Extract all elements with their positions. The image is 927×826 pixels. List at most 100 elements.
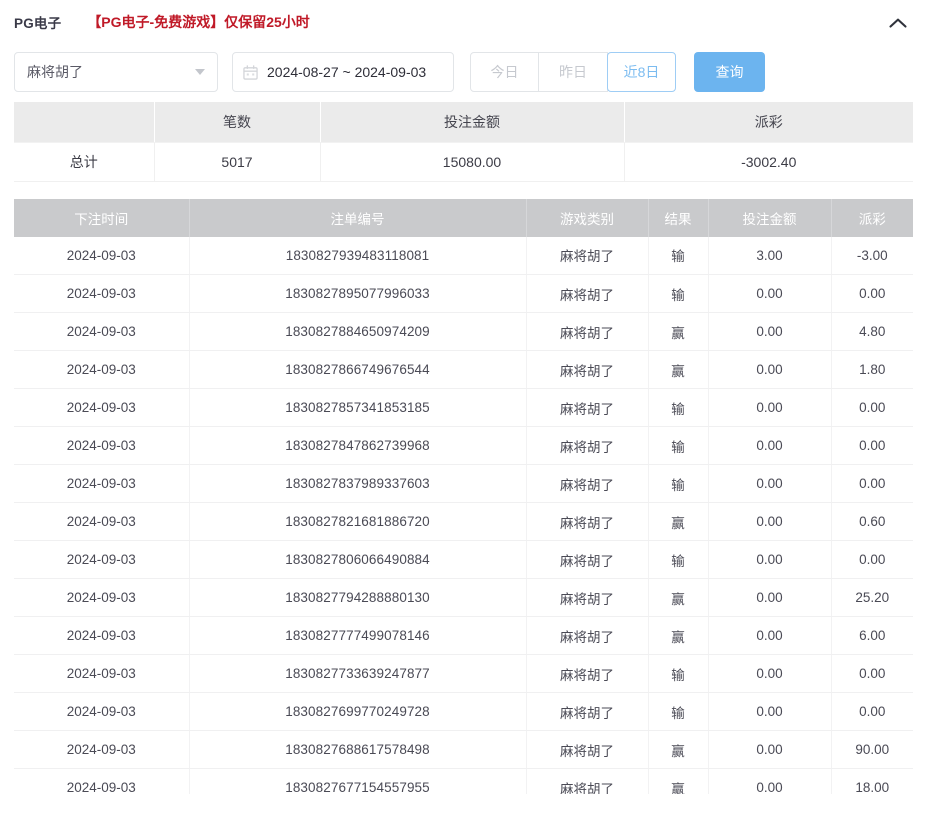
calendar-icon <box>243 64 258 80</box>
cell-order-no: 1830827866749676544 <box>189 350 527 389</box>
cell-result: 输 <box>648 540 709 579</box>
table-row[interactable]: 2024-09-03 1830827847862739968 麻将胡了输 0.00 0.… <box>14 426 913 465</box>
cell-order-no: 1830827794288880130 <box>189 578 527 617</box>
cell-time: 2024-09-03 <box>14 654 190 693</box>
table-row[interactable]: 2024-09-03 1830827688617578498 麻将胡了赢 0.00 90… <box>14 730 913 769</box>
cell-time: 2024-09-03 <box>14 730 190 769</box>
cell-time: 2024-09-03 <box>14 274 190 313</box>
cell-order-no: 1830827837989337603 <box>189 464 527 503</box>
column-header-result[interactable]: 结果 <box>648 198 709 237</box>
game-select[interactable]: 麻将胡了 <box>14 52 218 92</box>
table-row[interactable]: 2024-09-03 1830827821681886720 麻将胡了赢 0.00 0.… <box>14 502 913 541</box>
cell-payout: -3.00 <box>831 236 913 275</box>
table-row[interactable]: 2024-09-03 1830827777499078146 麻将胡了赢 0.00 6.… <box>14 616 913 655</box>
range-button-today[interactable]: 今日 <box>470 52 539 92</box>
chevron-up-icon[interactable] <box>885 10 911 36</box>
cell-bet: 0.00 <box>708 274 832 313</box>
table-row[interactable]: 2024-09-03 1830827884650974209 麻将胡了赢 0.00 4.… <box>14 312 913 351</box>
table-row[interactable]: 2024-09-03 1830827699770249728 麻将胡了输 0.00 0.… <box>14 692 913 731</box>
cell-bet: 0.00 <box>708 502 832 541</box>
cell-order-no: 1830827688617578498 <box>189 730 527 769</box>
cell-payout: 0.00 <box>831 654 913 693</box>
cell-result: 赢 <box>648 616 709 655</box>
cell-game: 麻将胡了 <box>526 426 649 465</box>
range-button-last8days[interactable]: 近8日 <box>607 52 676 92</box>
cell-game: 麻将胡了 <box>526 768 649 794</box>
cell-time: 2024-09-03 <box>14 578 190 617</box>
summary-header-payout: 派彩 <box>624 102 913 143</box>
query-button[interactable]: 查询 <box>694 52 765 92</box>
cell-game: 麻将胡了 <box>526 236 649 275</box>
brand-title: PG电子 <box>14 16 62 31</box>
records-header-row: 下注时间 注单编号 游戏类别 结果 投注金额 派彩 <box>14 198 913 237</box>
cell-payout: 0.00 <box>831 274 913 313</box>
table-row[interactable]: 2024-09-03 1830827895077996033 麻将胡了输 0.00 0.… <box>14 274 913 313</box>
records-body: 2024-09-03 1830827939483118081 麻将胡了输 3.00 -3… <box>14 236 913 794</box>
column-header-bet[interactable]: 投注金额 <box>708 198 832 237</box>
summary-section: 笔数 投注金额 派彩 总计 5017 15080.00 -3002.40 <box>0 100 927 182</box>
table-row[interactable]: 2024-09-03 1830827939483118081 麻将胡了输 3.00 -3… <box>14 236 913 275</box>
records-table: 下注时间 注单编号 游戏类别 结果 投注金额 派彩 2024-09-03 1830… <box>14 198 913 794</box>
cell-game: 麻将胡了 <box>526 464 649 503</box>
cell-payout: 0.00 <box>831 692 913 731</box>
cell-result: 赢 <box>648 578 709 617</box>
column-header-time[interactable]: 下注时间 <box>14 198 190 237</box>
cell-result: 输 <box>648 426 709 465</box>
column-header-game[interactable]: 游戏类别 <box>526 198 649 237</box>
cell-time: 2024-09-03 <box>14 312 190 351</box>
date-range-input[interactable]: 2024-08-27 ~ 2024-09-03 <box>232 52 454 92</box>
cell-result: 输 <box>648 274 709 313</box>
cell-time: 2024-09-03 <box>14 236 190 275</box>
cell-payout: 4.80 <box>831 312 913 351</box>
cell-order-no: 1830827806066490884 <box>189 540 527 579</box>
table-row[interactable]: 2024-09-03 1830827857341853185 麻将胡了输 0.00 0.… <box>14 388 913 427</box>
cell-result: 赢 <box>648 312 709 351</box>
cell-payout: 0.60 <box>831 502 913 541</box>
cell-order-no: 1830827939483118081 <box>189 236 527 275</box>
cell-time: 2024-09-03 <box>14 768 190 794</box>
cell-time: 2024-09-03 <box>14 426 190 465</box>
table-row[interactable]: 2024-09-03 1830827733639247877 麻将胡了输 0.00 0.… <box>14 654 913 693</box>
table-row[interactable]: 2024-09-03 1830827806066490884 麻将胡了输 0.00 0.… <box>14 540 913 579</box>
table-row[interactable]: 2024-09-03 1830827677154557955 麻将胡了赢 0.00 18… <box>14 768 913 794</box>
cell-payout: 18.00 <box>831 768 913 794</box>
column-header-order-no[interactable]: 注单编号 <box>189 198 527 237</box>
cell-bet: 0.00 <box>708 350 832 389</box>
cell-result: 输 <box>648 464 709 503</box>
summary-header-blank <box>14 102 155 143</box>
cell-bet: 0.00 <box>708 730 832 769</box>
table-row[interactable]: 2024-09-03 1830827866749676544 麻将胡了赢 0.00 1.… <box>14 350 913 389</box>
cell-result: 赢 <box>648 768 709 794</box>
cell-game: 麻将胡了 <box>526 616 649 655</box>
cell-order-no: 1830827733639247877 <box>189 654 527 693</box>
summary-header-bet: 投注金额 <box>320 102 625 143</box>
cell-time: 2024-09-03 <box>14 540 190 579</box>
cell-bet: 0.00 <box>708 692 832 731</box>
cell-order-no: 1830827857341853185 <box>189 388 527 427</box>
summary-total-payout: -3002.40 <box>624 142 913 182</box>
cell-time: 2024-09-03 <box>14 350 190 389</box>
summary-total-row: 总计 5017 15080.00 -3002.40 <box>14 142 913 182</box>
cell-time: 2024-09-03 <box>14 502 190 541</box>
cell-game: 麻将胡了 <box>526 692 649 731</box>
cell-bet: 0.00 <box>708 616 832 655</box>
records-section: 下注时间 注单编号 游戏类别 结果 投注金额 派彩 2024-09-03 1830… <box>0 182 927 794</box>
cell-payout: 25.20 <box>831 578 913 617</box>
cell-game: 麻将胡了 <box>526 312 649 351</box>
cell-time: 2024-09-03 <box>14 616 190 655</box>
range-button-yesterday[interactable]: 昨日 <box>539 52 608 92</box>
cell-order-no: 1830827884650974209 <box>189 312 527 351</box>
cell-order-no: 1830827821681886720 <box>189 502 527 541</box>
table-row[interactable]: 2024-09-03 1830827794288880130 麻将胡了赢 0.00 25… <box>14 578 913 617</box>
cell-order-no: 1830827847862739968 <box>189 426 527 465</box>
cell-payout: 6.00 <box>831 616 913 655</box>
table-row[interactable]: 2024-09-03 1830827837989337603 麻将胡了输 0.00 0.… <box>14 464 913 503</box>
page-header: PG电子 【PG电子-免费游戏】仅保留25小时 <box>0 0 927 44</box>
cell-order-no: 1830827677154557955 <box>189 768 527 794</box>
summary-header-count: 笔数 <box>154 102 321 143</box>
cell-bet: 0.00 <box>708 388 832 427</box>
cell-order-no: 1830827895077996033 <box>189 274 527 313</box>
column-header-payout[interactable]: 派彩 <box>831 198 913 237</box>
cell-game: 麻将胡了 <box>526 578 649 617</box>
